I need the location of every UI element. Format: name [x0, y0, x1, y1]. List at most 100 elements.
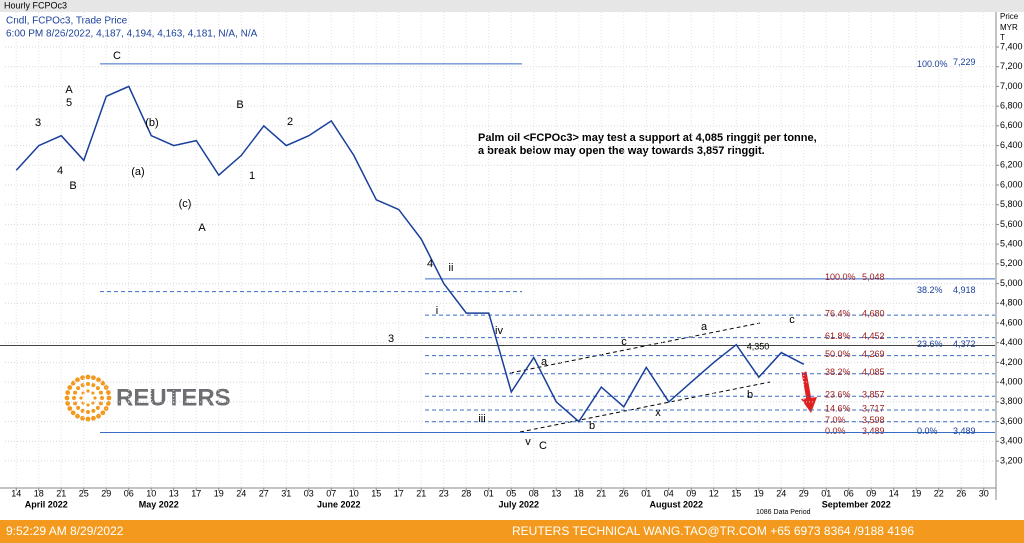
fib-pct: 7.0% — [825, 415, 846, 425]
axis-unit: MYR — [1000, 23, 1018, 32]
fib-value: 3,489 — [862, 426, 885, 436]
wave-label: A — [198, 222, 206, 234]
legend-line: Cndl, FCPOc3, Trade Price — [6, 16, 128, 27]
x-tick-label: 18 — [34, 488, 44, 498]
wave-label: B — [69, 180, 76, 192]
wave-label: iv — [495, 325, 503, 337]
logo-dot — [98, 401, 103, 406]
arrow-head — [801, 397, 817, 413]
y-tick-label: 3,800 — [1000, 396, 1023, 406]
wave-label: C — [113, 50, 121, 62]
logo-dot — [106, 395, 112, 401]
logo-dot — [65, 401, 71, 406]
fib-pct: 100.0% — [917, 59, 948, 69]
x-tick-label: 08 — [529, 488, 539, 498]
wave-label: ii — [449, 262, 454, 274]
logo-dot — [79, 396, 83, 400]
x-tick-label: 27 — [259, 488, 269, 498]
x-tick-label: 01 — [484, 488, 494, 498]
y-tick-label: 5,400 — [1000, 239, 1023, 249]
footer-bar — [0, 520, 1024, 543]
y-tick-label: 7,400 — [1000, 41, 1023, 51]
y-tick-label: 4,800 — [1000, 298, 1023, 308]
fib-value: 3,717 — [862, 403, 885, 413]
y-tick-label: 6,600 — [1000, 120, 1023, 130]
x-tick-label: 13 — [169, 488, 179, 498]
fib-pct: 38.2% — [825, 367, 851, 377]
x-tick-label: 28 — [461, 488, 471, 498]
data-period: 1086 Data Period — [756, 509, 811, 516]
logo-dot — [64, 395, 70, 401]
month-label: September 2022 — [822, 499, 891, 509]
y-tick-label: 6,400 — [1000, 140, 1023, 150]
title-bar — [0, 0, 1024, 12]
logo-dot — [95, 386, 100, 391]
x-tick-label: 14 — [11, 488, 21, 498]
logo-dot — [91, 383, 96, 388]
fib-pct: 76.4% — [825, 308, 851, 318]
fib-pct: 23.6% — [825, 390, 851, 400]
logo-text: REUTERS — [116, 384, 231, 411]
logo-dot — [67, 385, 73, 390]
logo-dot — [80, 415, 85, 421]
x-tick-label: 04 — [664, 488, 674, 498]
y-tick-label: 4,600 — [1000, 317, 1023, 327]
x-tick-label: 21 — [596, 488, 606, 498]
wave-label: B — [236, 99, 243, 111]
x-tick-label: 09 — [866, 488, 876, 498]
wave-label: x — [655, 407, 661, 419]
annotation: Palm oil <FCPOc3> may test a support at … — [478, 132, 817, 144]
x-tick-label: 13 — [551, 488, 561, 498]
wave-label: c — [789, 314, 795, 326]
wave-label: (c) — [179, 198, 192, 210]
x-tick-label: 22 — [934, 488, 944, 498]
wave-label: i — [436, 305, 438, 317]
x-tick-label: 23 — [439, 488, 449, 498]
footer-time: 9:52:29 AM 8/29/2022 — [6, 524, 124, 538]
logo-dot — [80, 383, 85, 388]
logo-dot — [70, 410, 76, 416]
wave-label: 5 — [66, 97, 72, 109]
fib-value: 4,085 — [862, 367, 885, 377]
logo-dot — [85, 416, 91, 422]
x-tick-label: 21 — [416, 488, 426, 498]
logo-dot — [100, 396, 104, 400]
logo-dot — [95, 405, 100, 410]
fib-value: 4,269 — [862, 349, 885, 359]
x-tick-label: 06 — [124, 488, 134, 498]
logo-dot — [98, 390, 103, 395]
logo-dot — [75, 377, 80, 383]
fib-value: 4,918 — [953, 285, 976, 295]
wave-label: c — [621, 336, 627, 348]
y-tick-label: 3,400 — [1000, 436, 1023, 446]
x-tick-label: 26 — [619, 488, 629, 498]
wave-label: 2 — [287, 116, 293, 128]
window-title: Hourly FCPOc3 — [4, 0, 67, 10]
month-label: August 2022 — [649, 499, 703, 509]
logo-dot — [93, 396, 97, 400]
logo-dot — [70, 380, 76, 386]
logo-dot — [76, 386, 81, 391]
fib-pct: 23.6% — [917, 339, 943, 349]
y-tick-label: 3,200 — [1000, 455, 1023, 465]
wave-label: (b) — [145, 117, 158, 129]
y-tick-label: 6,000 — [1000, 179, 1023, 189]
fib-value: 3,489 — [953, 426, 976, 436]
trend-line — [519, 381, 771, 433]
fib-pct: 38.2% — [917, 285, 943, 295]
footer-contact: REUTERS TECHNICAL WANG.TAO@TR.COM +65 69… — [512, 524, 914, 538]
wave-label: 3 — [35, 117, 41, 129]
logo-dot — [91, 415, 96, 421]
fib-pct: 0.0% — [825, 426, 846, 436]
fib-value: 7,229 — [953, 57, 976, 67]
wave-label: b — [589, 420, 595, 432]
fib-value: 3,598 — [862, 415, 885, 425]
month-label: May 2022 — [139, 499, 179, 509]
wave-label: 4,350 — [747, 341, 770, 351]
wave-label: a — [701, 321, 708, 333]
annotation: a break below may open the way towards 3… — [478, 145, 765, 157]
x-tick-label: 06 — [844, 488, 854, 498]
